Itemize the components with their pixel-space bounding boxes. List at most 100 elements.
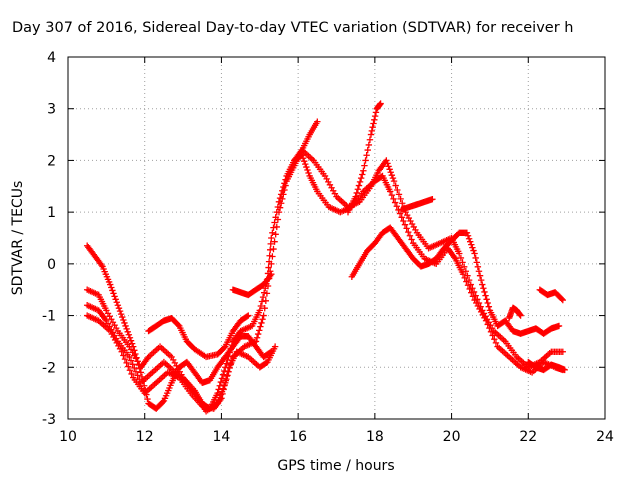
- data-point: [128, 370, 135, 378]
- data-point: [300, 157, 308, 165]
- data-point: [126, 367, 134, 374]
- data-point: [254, 330, 262, 338]
- data-point: [217, 378, 225, 386]
- data-point: [470, 247, 477, 254]
- data-point: [366, 136, 374, 143]
- data-point: [269, 229, 276, 237]
- data-point: [280, 191, 287, 198]
- data-point: [261, 304, 268, 312]
- y-tick-label: -3: [42, 412, 56, 428]
- data-point: [127, 357, 135, 364]
- data-point: [389, 174, 397, 182]
- data-point: [272, 231, 279, 238]
- data-point: [120, 352, 127, 359]
- data-point: [271, 219, 278, 226]
- data-point: [126, 334, 134, 341]
- x-tick-label: 18: [366, 429, 384, 445]
- data-point: [475, 299, 483, 307]
- data-point: [116, 307, 124, 315]
- x-tick-label: 10: [59, 429, 77, 445]
- data-point: [399, 200, 406, 207]
- data-point: [561, 366, 568, 374]
- data-point: [469, 285, 476, 292]
- data-point: [474, 296, 481, 303]
- data-point: [214, 389, 221, 397]
- data-point: [119, 313, 126, 321]
- chart-title: Day 307 of 2016, Sidereal Day-to-day VTE…: [12, 20, 573, 36]
- data-point: [123, 325, 130, 333]
- data-point: [144, 395, 151, 403]
- data-point: [222, 377, 230, 384]
- data-point: [277, 200, 285, 207]
- data-point: [405, 228, 412, 236]
- data-point: [391, 199, 399, 206]
- data-point: [273, 223, 280, 231]
- data-point: [124, 328, 131, 336]
- data-point: [120, 316, 127, 324]
- data-point: [264, 282, 272, 290]
- data-point: [464, 232, 472, 239]
- x-tick-label: 14: [213, 429, 231, 445]
- data-point: [221, 381, 228, 389]
- data-point: [305, 169, 312, 177]
- data-point: [276, 204, 284, 211]
- data-point: [282, 182, 289, 189]
- data-point: [388, 191, 396, 199]
- data-point: [473, 259, 480, 266]
- data-point: [390, 195, 397, 203]
- data-point: [377, 100, 384, 107]
- data-point: [383, 157, 390, 164]
- data-point: [118, 348, 125, 355]
- data-point: [558, 295, 565, 303]
- data-point: [352, 193, 359, 200]
- y-tick-label: 1: [47, 205, 56, 221]
- x-tick-label: 22: [519, 429, 537, 445]
- data-point: [390, 177, 398, 185]
- data-point: [256, 327, 263, 334]
- data-point: [217, 396, 224, 403]
- data-point: [219, 390, 226, 398]
- data-point: [98, 261, 105, 269]
- data-point: [125, 331, 133, 338]
- data-point: [108, 284, 115, 291]
- series-track-j: [398, 196, 436, 213]
- data-point: [132, 368, 140, 375]
- data-point: [491, 336, 498, 343]
- data-point: [367, 131, 375, 138]
- data-point: [253, 334, 261, 341]
- data-point: [370, 120, 377, 127]
- data-point: [224, 368, 232, 375]
- data-point: [462, 268, 470, 275]
- data-point: [113, 299, 120, 306]
- data-point: [263, 290, 271, 297]
- data-point: [371, 116, 378, 123]
- series-track-m: [525, 358, 568, 374]
- data-point: [369, 123, 376, 131]
- data-point: [123, 359, 130, 367]
- series-track-a: [83, 152, 567, 412]
- data-point: [401, 221, 409, 228]
- data-point: [386, 166, 393, 173]
- data-point: [360, 167, 367, 174]
- data-point: [472, 254, 479, 262]
- data-point: [474, 263, 482, 271]
- data-point: [385, 163, 392, 170]
- data-point: [355, 182, 363, 189]
- data-point: [139, 378, 147, 385]
- data-point: [159, 398, 166, 406]
- data-point: [477, 276, 485, 284]
- y-tick-label: 0: [47, 257, 56, 273]
- data-point: [396, 210, 404, 217]
- data-point: [364, 146, 371, 154]
- data-point: [131, 347, 138, 354]
- series-track-l: [536, 286, 567, 304]
- data-point: [122, 322, 129, 330]
- data-point: [130, 343, 137, 350]
- data-point: [303, 163, 310, 171]
- data-point: [467, 238, 474, 245]
- data-point: [457, 254, 465, 262]
- plot-frame: [67, 56, 606, 420]
- data-point: [266, 272, 274, 279]
- data-point: [125, 363, 132, 370]
- series-track-i: [348, 224, 563, 337]
